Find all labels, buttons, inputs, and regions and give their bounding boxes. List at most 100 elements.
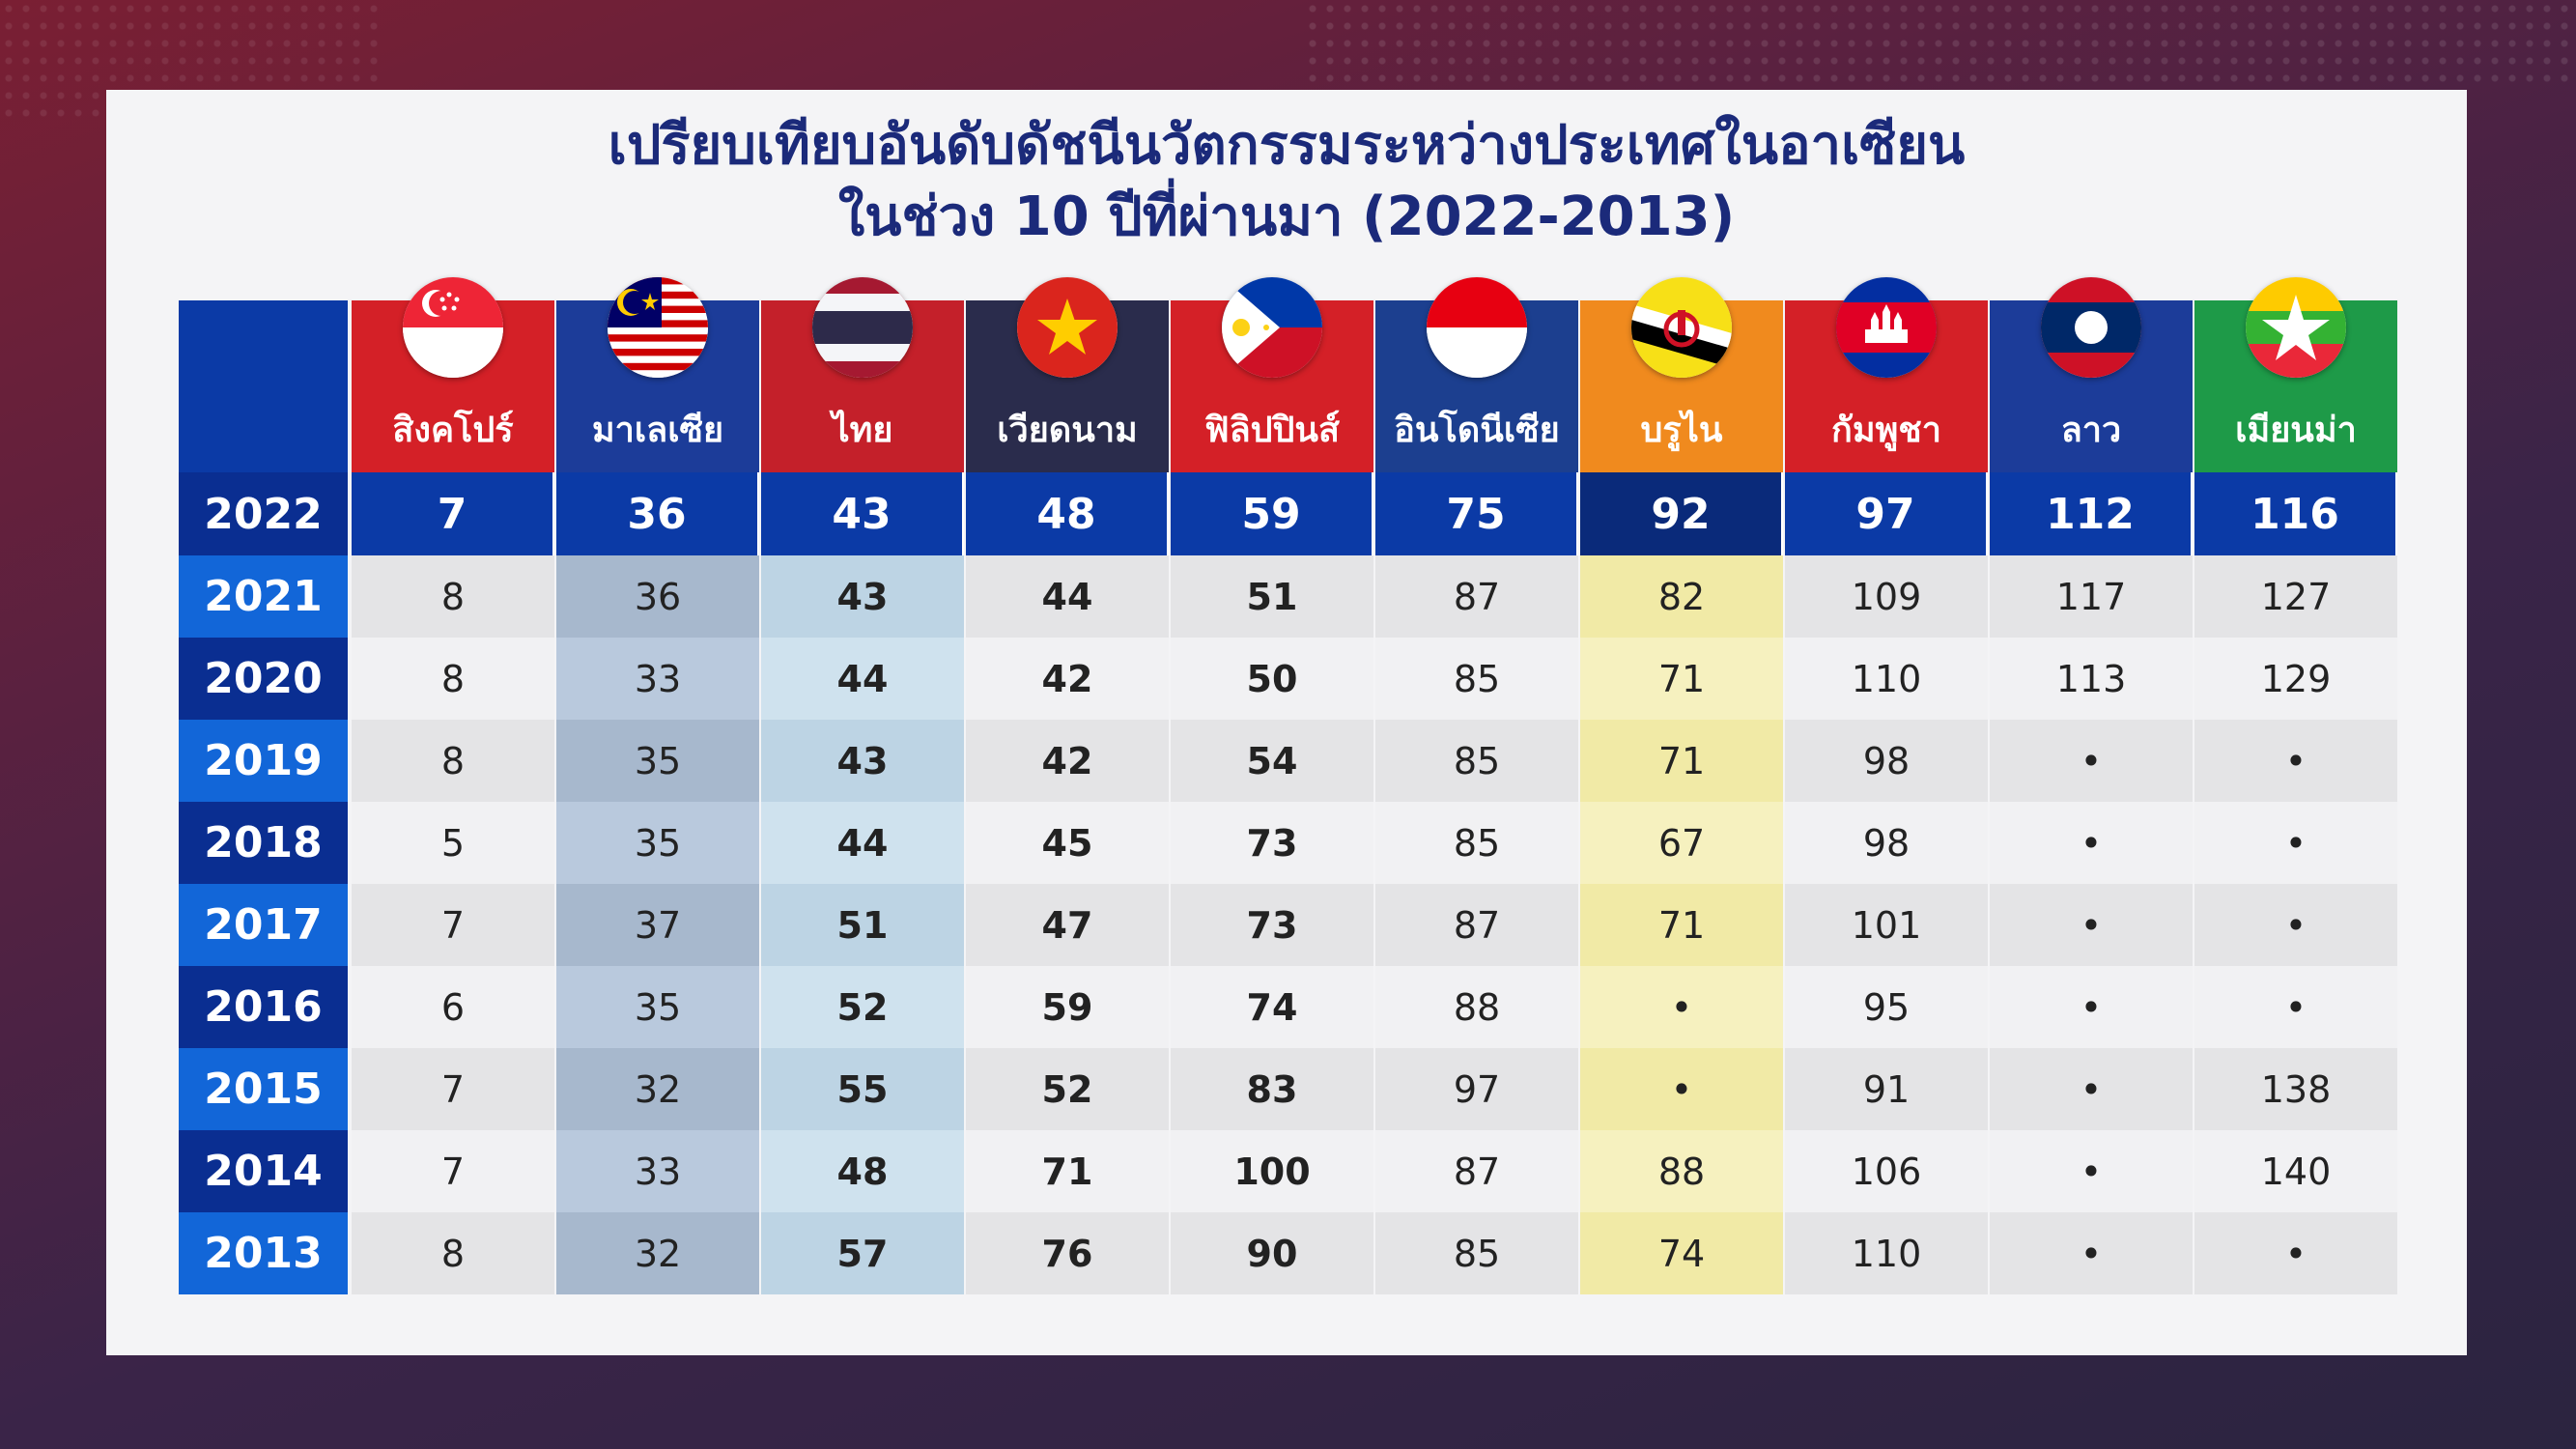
data-cell: 45: [966, 802, 1169, 884]
data-cell: 42: [966, 638, 1169, 720]
data-cell: 7: [352, 884, 554, 966]
data-cell: 6: [352, 966, 554, 1048]
data-cell: 88: [1580, 1130, 1783, 1212]
data-cell: 109: [1785, 555, 1988, 638]
data-cell: 52: [761, 966, 964, 1048]
data-cell: •: [2194, 802, 2397, 884]
data-cell: 129: [2194, 638, 2397, 720]
country-name: ฟิลิปปินส์: [1204, 411, 1340, 450]
country-name: เวียดนาม: [997, 411, 1138, 450]
data-cell: 35: [556, 802, 759, 884]
data-cell: 100: [1171, 1130, 1373, 1212]
data-cell: 90: [1171, 1212, 1373, 1294]
country-header: บรูไน: [1580, 277, 1783, 472]
chart-title: เปรียบเทียบอันดับดัชนีนวัตกรรมระหว่างประ…: [608, 114, 1966, 177]
country-header: ฟิลิปปินส์: [1171, 277, 1373, 472]
country-header: ลาว: [1990, 277, 2193, 472]
data-cell: 51: [1171, 555, 1373, 638]
data-cell: •: [1580, 966, 1783, 1048]
data-cell: 37: [556, 884, 759, 966]
data-cell: •: [1990, 720, 2193, 802]
data-cell: 138: [2194, 1048, 2397, 1130]
data-cell: 73: [1171, 884, 1373, 966]
data-cell: 44: [966, 555, 1169, 638]
year-label: 2017: [179, 884, 348, 966]
vietnam-flag: [1017, 277, 1118, 378]
data-cell: 36: [556, 472, 759, 555]
data-cell: •: [2194, 966, 2397, 1048]
data-cell: •: [1580, 1048, 1783, 1130]
chart-subtitle: ในช่วง 10 ปีที่ผ่านมา (2022-2013): [837, 185, 1736, 248]
country-header: สิงคโปร์: [352, 277, 554, 472]
data-cell: 8: [352, 555, 554, 638]
data-cell: 8: [352, 720, 554, 802]
data-cell: 71: [1580, 720, 1783, 802]
data-cell: 74: [1171, 966, 1373, 1048]
data-cell: •: [1990, 1212, 2193, 1294]
data-cell: •: [2194, 1212, 2397, 1294]
data-cell: •: [1990, 1048, 2193, 1130]
country-header: มาเลเซีย: [556, 277, 759, 472]
country-name: ลาว: [2060, 411, 2122, 450]
data-cell: 110: [1785, 638, 1988, 720]
data-cell: 74: [1580, 1212, 1783, 1294]
data-cell: 8: [352, 1212, 554, 1294]
data-cell: 88: [1375, 966, 1578, 1048]
country-name: อินโดนีเซีย: [1394, 411, 1560, 450]
data-cell: 35: [556, 966, 759, 1048]
data-cell: 43: [761, 472, 964, 555]
data-cell: •: [2194, 720, 2397, 802]
country-name: เมียนม่า: [2235, 411, 2357, 450]
country-header: เวียดนาม: [966, 277, 1169, 472]
data-cell: 33: [556, 638, 759, 720]
data-cell: 85: [1375, 1212, 1578, 1294]
philippines-flag: [1222, 277, 1322, 378]
data-cell: 117: [1990, 555, 2193, 638]
data-cell: 57: [761, 1212, 964, 1294]
country-name: ไทย: [832, 411, 893, 450]
background-dot-pattern: [1304, 0, 2576, 87]
country-header: กัมพูชา: [1785, 277, 1988, 472]
data-cell: 75: [1375, 472, 1578, 555]
data-cell: 59: [966, 966, 1169, 1048]
indonesia-flag: [1427, 277, 1527, 378]
data-cell: 48: [761, 1130, 964, 1212]
data-cell: 71: [1580, 638, 1783, 720]
data-cell: 73: [1171, 802, 1373, 884]
year-label: 2018: [179, 802, 348, 884]
year-label: 2022: [179, 472, 348, 555]
data-cell: 47: [966, 884, 1169, 966]
country-header: ไทย: [761, 277, 964, 472]
table-header-corner: [179, 300, 348, 472]
data-cell: 71: [1580, 884, 1783, 966]
thailand-flag: [812, 277, 913, 378]
data-cell: 98: [1785, 720, 1988, 802]
data-cell: 5: [352, 802, 554, 884]
data-cell: 42: [966, 720, 1169, 802]
data-cell: •: [1990, 966, 2193, 1048]
content-card: เปรียบเทียบอันดับดัชนีนวัตกรรมระหว่างประ…: [106, 90, 2467, 1355]
year-label: 2015: [179, 1048, 348, 1130]
data-cell: 48: [966, 472, 1169, 555]
data-cell: 32: [556, 1212, 759, 1294]
data-cell: 7: [352, 472, 554, 555]
laos-flag: [2041, 277, 2141, 378]
data-cell: 50: [1171, 638, 1373, 720]
data-cell: 36: [556, 555, 759, 638]
data-cell: 87: [1375, 884, 1578, 966]
brunei-flag: [1631, 277, 1732, 378]
data-cell: 87: [1375, 1130, 1578, 1212]
data-cell: 92: [1580, 472, 1783, 555]
data-cell: 55: [761, 1048, 964, 1130]
data-cell: 140: [2194, 1130, 2397, 1212]
year-label: 2016: [179, 966, 348, 1048]
data-cell: 67: [1580, 802, 1783, 884]
data-cell: 7: [352, 1130, 554, 1212]
data-cell: 85: [1375, 638, 1578, 720]
data-cell: 43: [761, 720, 964, 802]
cambodia-flag: [1836, 277, 1937, 378]
data-cell: 43: [761, 555, 964, 638]
data-cell: 35: [556, 720, 759, 802]
data-cell: 85: [1375, 720, 1578, 802]
malaysia-flag: [608, 277, 708, 378]
